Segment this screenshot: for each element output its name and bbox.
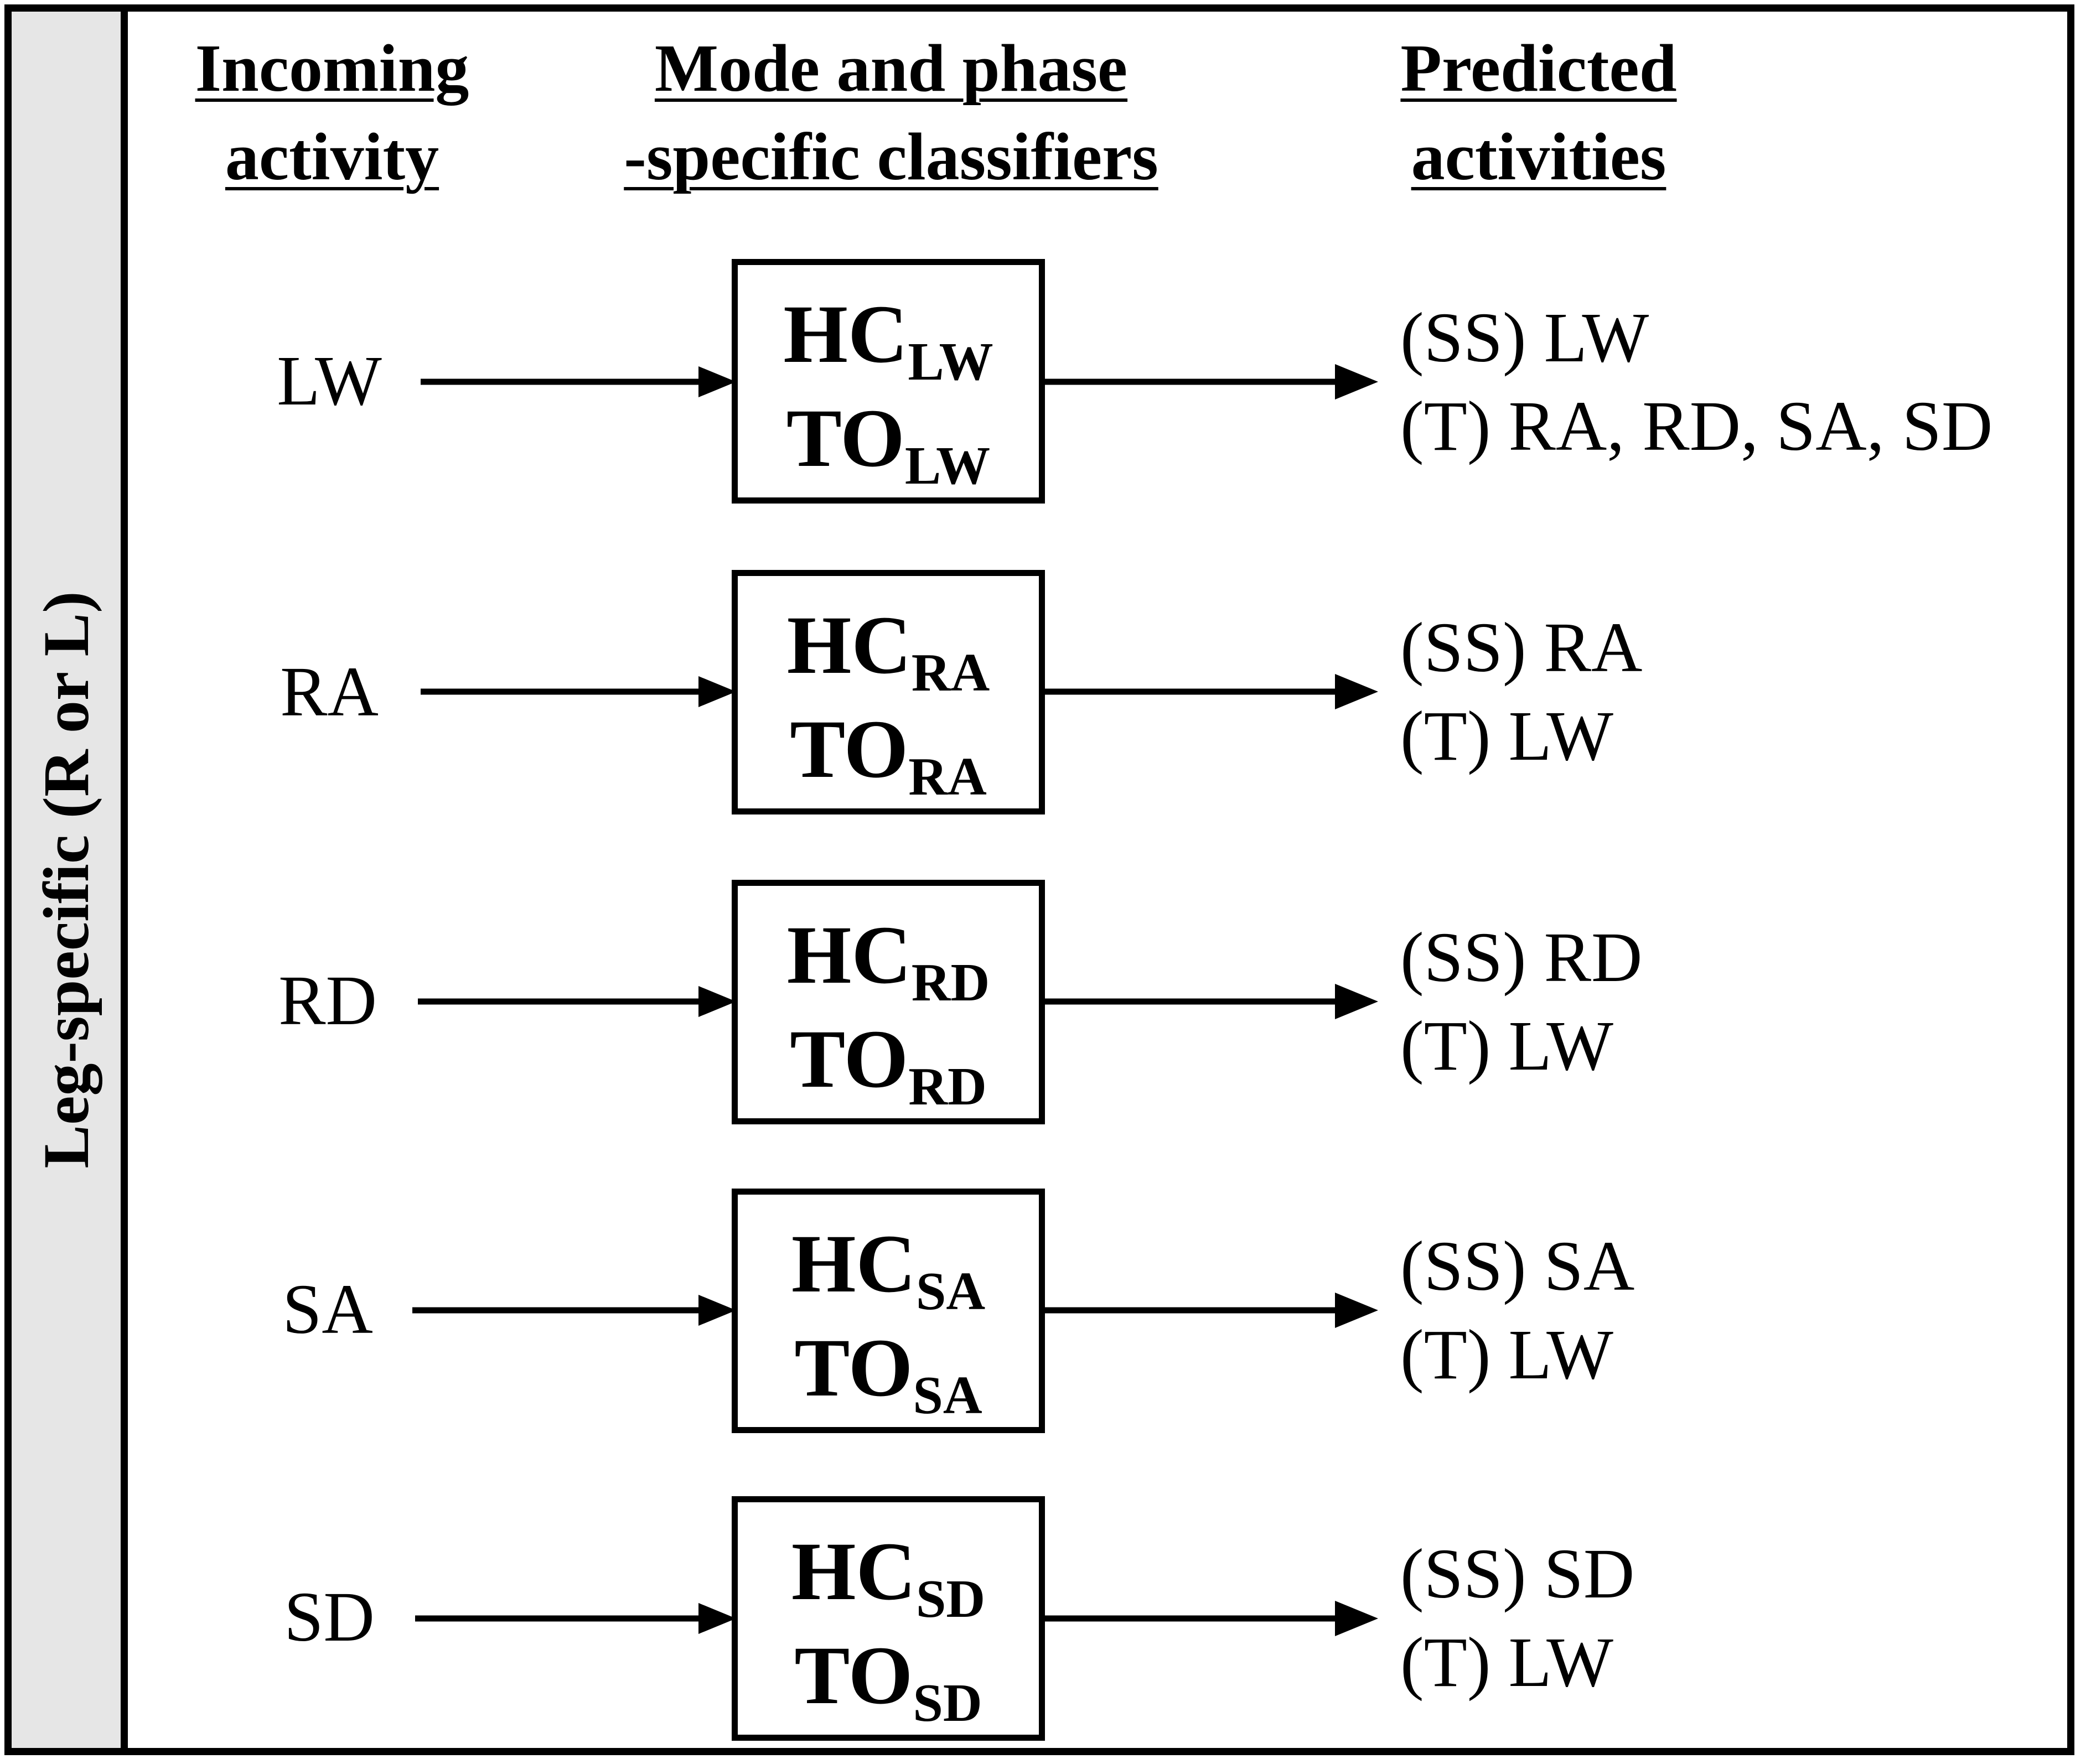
to-label-sd: TOSD <box>794 1630 982 1733</box>
hc-label-lw: HCLW <box>783 288 993 392</box>
incoming-activity-ra: RA <box>280 652 379 731</box>
header-predicted-line1: Predicted <box>1400 31 1677 106</box>
to-label-sa: TOSA <box>794 1322 982 1425</box>
header-classifiers: Mode and phase -specific classifiers <box>570 24 1212 201</box>
hc-subscript-rd: RD <box>911 953 990 1013</box>
header-predicted-line2: activities <box>1411 120 1666 194</box>
steady-state-prediction-sa: (SS) SA <box>1400 1227 1635 1305</box>
hc-subscript-sd: SD <box>915 1569 986 1629</box>
predicted-activities-sd: (SS) SD (T) LW <box>1400 1529 1634 1706</box>
classifier-box-ra: HCRA TORA <box>732 570 1045 814</box>
hc-label-sd: HCSD <box>791 1526 986 1629</box>
header-incoming-line2: activity <box>225 120 439 194</box>
predicted-activities-ra: (SS) RA (T) LW <box>1400 603 1642 780</box>
incoming-activity-sd: SD <box>284 1578 375 1656</box>
to-label-rd: TORD <box>790 1013 987 1117</box>
steady-state-prediction-ra: (SS) RA <box>1400 608 1643 687</box>
to-label-lw: TOLW <box>786 392 991 496</box>
sidebar-label: Leg-specific (R or L) <box>29 591 102 1169</box>
transition-prediction-ra: (T) LW <box>1400 697 1613 775</box>
hc-label-sa: HCSA <box>791 1218 986 1321</box>
classifier-box-sa: HCSA TOSA <box>732 1189 1045 1433</box>
to-subscript-lw: LW <box>904 436 991 496</box>
classifier-box-rd: HCRD TORD <box>732 880 1045 1124</box>
incoming-activity-lw: LW <box>277 341 382 420</box>
to-subscript-ra: RA <box>908 747 987 807</box>
hc-subscript-sa: SA <box>915 1262 986 1321</box>
steady-state-prediction-rd: (SS) RD <box>1400 918 1643 997</box>
predicted-activities-rd: (SS) RD (T) LW <box>1400 913 1642 1090</box>
hc-subscript-lw: LW <box>908 332 993 392</box>
header-classifiers-line2: -specific classifiers <box>624 120 1158 194</box>
to-subscript-sd: SD <box>913 1673 982 1733</box>
steady-state-prediction-lw: (SS) LW <box>1400 298 1649 377</box>
incoming-activity-rd: RD <box>278 961 377 1040</box>
leg-specific-sidebar: Leg-specific (R or L) <box>12 12 128 1748</box>
hc-label-rd: HCRD <box>786 909 990 1013</box>
transition-prediction-lw: (T) RA, RD, SA, SD <box>1400 387 1993 465</box>
hc-subscript-ra: RA <box>911 643 990 703</box>
header-classifiers-line1: Mode and phase <box>654 31 1128 106</box>
hc-label-ra: HCRA <box>786 599 990 703</box>
incoming-activity-sa: SA <box>282 1270 373 1348</box>
classifier-box-lw: HCLW TOLW <box>732 259 1045 504</box>
classifier-box-sd: HCSD TOSD <box>732 1496 1045 1741</box>
transition-prediction-sa: (T) LW <box>1400 1315 1613 1394</box>
to-subscript-sa: SA <box>913 1366 982 1425</box>
to-label-ra: TORA <box>790 703 987 807</box>
header-incoming-line1: Incoming <box>195 31 469 106</box>
header-predicted-activities: Predicted activities <box>1345 24 1732 201</box>
transition-prediction-sd: (T) LW <box>1400 1623 1613 1701</box>
steady-state-prediction-sd: (SS) SD <box>1400 1534 1635 1613</box>
predicted-activities-sa: (SS) SA (T) LW <box>1400 1222 1634 1399</box>
to-subscript-rd: RD <box>908 1057 987 1117</box>
predicted-activities-lw: (SS) LW (T) RA, RD, SA, SD <box>1400 293 1992 470</box>
transition-prediction-rd: (T) LW <box>1400 1006 1613 1085</box>
header-incoming-activity: Incoming activity <box>166 24 498 201</box>
